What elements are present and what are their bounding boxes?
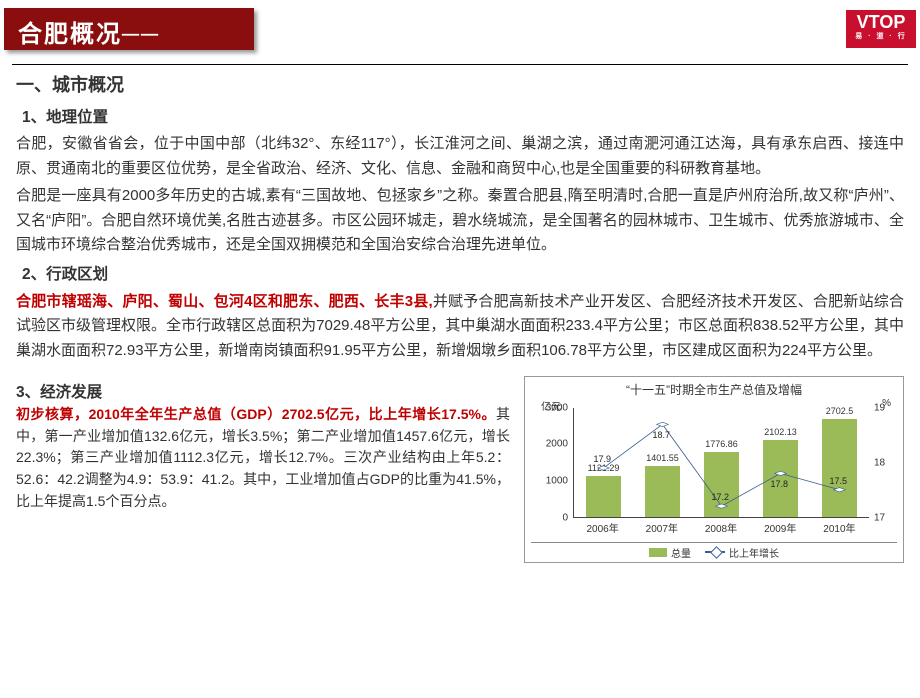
y-left-axis: 0 1000 2000 3000 [531,400,571,540]
bottom-row: 3、经济发展 初步核算，2010年全年生产总值（GDP）2702.5亿元，比上年… [0,366,920,563]
bar-value-label: 1401.55 [633,453,692,463]
x-tick: 2008年 [691,520,750,540]
bar-slot: 2702.5 [810,408,869,517]
line-value-label: 17.8 [771,479,789,489]
legend-line-swatch [705,551,725,553]
chart-title: “十一五”时期全市生产总值及增幅 [531,381,897,398]
legend-bar-swatch [649,548,667,557]
gdp-chart: “十一五”时期全市生产总值及增幅 亿元 % 0100020003000 1718… [524,376,904,563]
econ-text: 3、经济发展 初步核算，2010年全年生产总值（GDP）2702.5亿元，比上年… [16,376,510,563]
econ-para: 初步核算，2010年全年生产总值（GDP）2702.5亿元，比上年增长17.5%… [16,404,510,512]
y-right-tick: 19 [874,402,885,413]
econ-heading: 3、经济发展 [16,380,510,402]
y-right-tick: 17 [874,512,885,523]
logo-brand: VTOP [846,12,916,33]
divider [12,64,908,65]
bar [586,476,621,517]
line-value-label: 17.2 [712,492,730,502]
y-left-tick: 2000 [546,439,568,450]
x-tick: 2010年 [810,520,869,540]
x-tick: 2009年 [751,520,810,540]
geo-heading: 1、地理位置 [22,105,904,131]
geo-p1: 合肥，安徽省省会，位于中国中部（北纬32°、东经117°），长江淮河之间、巢湖之… [16,132,904,182]
y-left-tick: 0 [562,512,568,523]
plot-area: 1121.291401.551776.862102.13 2702.5 17.9 1… [573,408,869,518]
bar-slot: 2102.13 [751,408,810,517]
bar-value-label: 2702.5 [810,406,869,416]
bar [645,466,680,517]
admin-red-lead: 合肥市辖瑶海、庐阳、蜀山、包河4区和肥东、肥西、长丰3县, [16,293,433,310]
geo-p2: 合肥是一座具有2000多年历史的古城,素有“三国故地、包拯家乡”之称。秦置合肥县… [16,184,904,258]
y-left-tick: 1000 [546,476,568,487]
page-title-bar: 合肥概况── [4,8,254,50]
chart-plot: 亿元 % 0100020003000 171819 1121.291401.55… [531,400,897,540]
vtop-logo: VTOP 易 · 道 · 行 [846,10,916,48]
legend-bar: 总量 [649,545,691,560]
y-right-tick: 18 [874,457,885,468]
line-value-label: 18.7 [653,430,671,440]
x-tick: 2007年 [632,520,691,540]
econ-red-lead: 初步核算，2010年全年生产总值（GDP）2702.5亿元，比上年增长17.5%… [16,406,496,422]
bar-slot: 1401.55 [633,408,692,517]
legend-line: 比上年增长 [705,545,779,560]
y-right-axis: 17 18 19 [871,400,897,540]
content: 一、城市概况 1、地理位置 合肥，安徽省省会，位于中国中部（北纬32°、东经11… [0,71,920,364]
chart-legend: 总量 比上年增长 [531,542,897,560]
legend-line-label: 比上年增长 [729,545,779,560]
line-value-label: 17.9 [594,454,612,464]
legend-bar-label: 总量 [671,545,691,560]
bar-value-label: 1776.86 [692,439,751,449]
logo-sub: 易 · 道 · 行 [846,31,916,41]
line-value-label: 17.5 [830,476,848,486]
bar-value-label: 2102.13 [751,427,810,437]
bar-value-label: 1121.29 [574,463,633,473]
section-heading-1: 一、城市概况 [16,71,904,101]
bar [822,419,857,517]
y-left-tick: 3000 [546,402,568,413]
admin-para: 合肥市辖瑶海、庐阳、蜀山、包河4区和肥东、肥西、长丰3县,并赋予合肥高新技术产业… [16,290,904,364]
x-axis: 2006年2007年2008年2009年2010年 [573,520,869,540]
bar [704,452,739,517]
admin-heading: 2、行政区划 [22,262,904,288]
x-tick: 2006年 [573,520,632,540]
